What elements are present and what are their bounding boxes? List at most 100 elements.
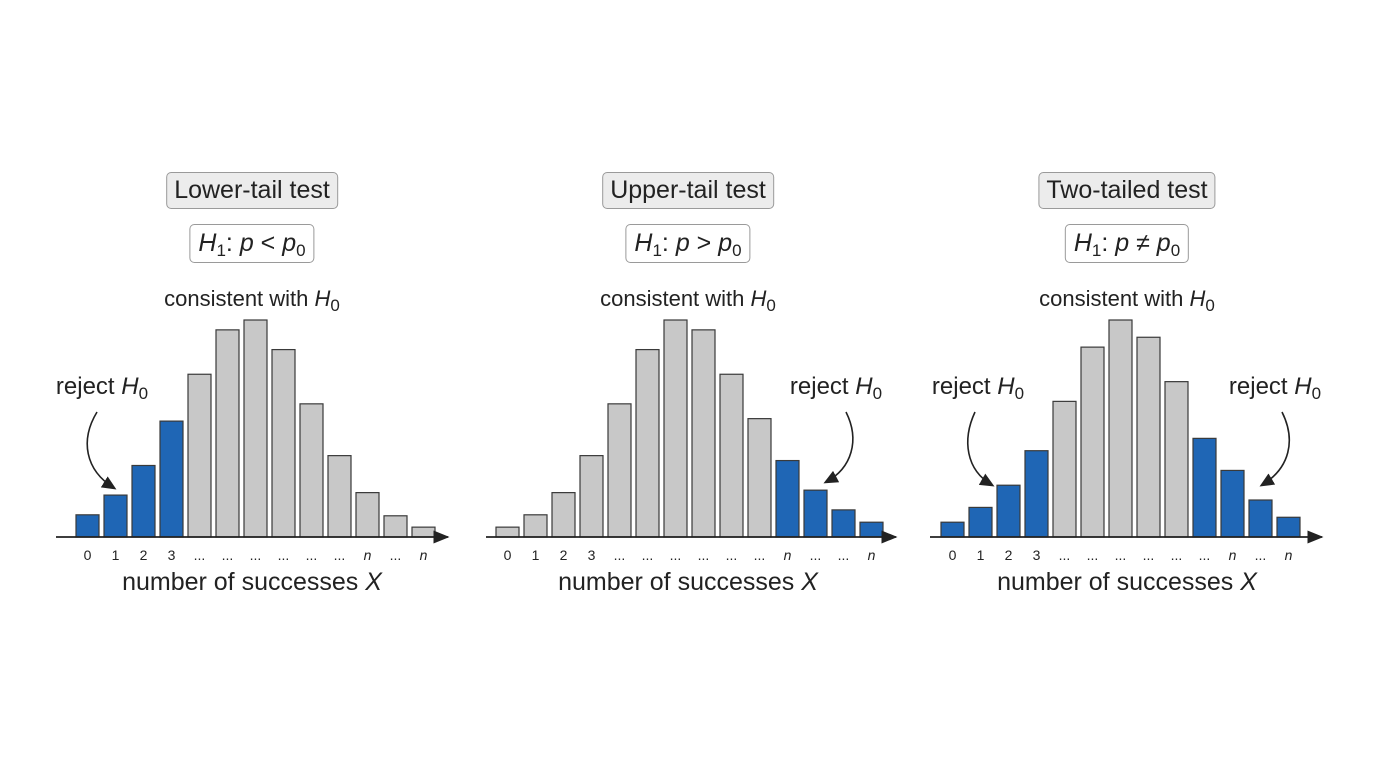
chart-title: Lower-tail test	[166, 172, 338, 209]
hyp-var: p	[239, 229, 254, 257]
annotation-sym: H	[1189, 286, 1206, 311]
tick-label: ...	[1171, 547, 1183, 563]
tick-label: ...	[726, 547, 738, 563]
xlabel-sym: X	[801, 568, 818, 596]
tick-label: ...	[334, 547, 346, 563]
annotation-text: consistent with	[600, 286, 745, 311]
hyp-var: p	[675, 229, 690, 257]
annotation-sub: 0	[1205, 296, 1215, 315]
tick-label: ...	[698, 547, 710, 563]
bar-reject	[831, 509, 856, 538]
hyp-rhs: p	[718, 229, 733, 257]
hyp-rhs-sub: 0	[296, 241, 306, 260]
bar-reject	[1192, 437, 1217, 538]
annotation-sym: H	[750, 286, 767, 311]
hyp-colon: :	[1101, 229, 1109, 257]
tick-label: ...	[194, 547, 206, 563]
annotation-sub: 0	[330, 296, 340, 315]
annotation-reject: reject H0	[790, 373, 882, 404]
chart-title: Two-tailed test	[1038, 172, 1216, 209]
tick-label: ...	[614, 547, 626, 563]
reject-sub: 0	[1014, 384, 1025, 403]
tick-label: n	[784, 547, 792, 563]
tick-label: ...	[642, 547, 654, 563]
bar-reject	[1220, 469, 1245, 538]
hyp-op: ≠	[1136, 229, 1150, 257]
hypothesis-box: H1: p ≠ p0	[1064, 224, 1190, 263]
bar-reject	[859, 521, 884, 538]
tick-label: ...	[1255, 547, 1267, 563]
hyp-rhs-sub: 0	[732, 241, 742, 260]
tick-label: ...	[278, 547, 290, 563]
hyp-op: >	[696, 229, 712, 257]
bar-accept	[635, 348, 660, 538]
bar-accept	[1108, 319, 1133, 538]
tick-label: ...	[1143, 547, 1155, 563]
bar-accept	[1052, 400, 1077, 538]
tick-label: ...	[390, 547, 402, 563]
bar-accept	[355, 492, 380, 538]
chart-title: Upper-tail test	[602, 172, 774, 209]
bar-accept	[187, 373, 212, 538]
tick-label: ...	[1199, 547, 1211, 563]
hyp-rhs: p	[282, 229, 297, 257]
bar-accept	[299, 403, 324, 538]
tick-label: 0	[949, 547, 957, 563]
tick-label: ...	[1059, 547, 1071, 563]
bar-reject	[103, 494, 128, 538]
tick-label: n	[1229, 547, 1237, 563]
bar-accept	[383, 515, 408, 538]
annotation-text: consistent with	[164, 286, 309, 311]
xlabel-sym: X	[365, 568, 382, 596]
annotation-sub: 0	[766, 296, 776, 315]
hyp-var: p	[1115, 229, 1130, 257]
reject-sub: 0	[138, 384, 149, 403]
annotation-consistent: consistent with H0	[164, 286, 340, 316]
annotation-sym: H	[314, 286, 331, 311]
tick-label: ...	[670, 547, 682, 563]
tick-label: ...	[1087, 547, 1099, 563]
x-axis-label: number of successes X	[997, 568, 1257, 597]
tick-label: n	[868, 547, 876, 563]
bar-reject	[803, 489, 828, 538]
tick-label: ...	[838, 547, 850, 563]
reject-text: reject	[55, 373, 115, 400]
hyp-op: <	[260, 229, 276, 257]
chart-2-group: 0 1 2 3.................. n... n	[930, 319, 1324, 563]
reject-pointer-arrow	[86, 411, 117, 490]
bar-accept	[495, 526, 520, 538]
x-axis-label: number of successes X	[122, 568, 382, 597]
hyp-colon: :	[661, 229, 669, 257]
reject-text: reject	[931, 373, 991, 400]
tick-label: n	[1285, 547, 1293, 563]
bar-reject	[159, 420, 184, 538]
tick-label: 1	[977, 547, 985, 563]
tick-label: ...	[754, 547, 766, 563]
tick-label: ...	[306, 547, 318, 563]
reject-text: reject	[1228, 373, 1288, 400]
bar-accept	[215, 329, 240, 538]
reject-sym: H	[121, 373, 139, 400]
bar-accept	[271, 348, 296, 538]
xlabel-text: number of successes	[122, 568, 359, 596]
bar-accept	[523, 514, 548, 538]
reject-sym: H	[855, 373, 873, 400]
hypothesis-box: H1: p < p0	[189, 224, 315, 263]
tick-label: 1	[112, 547, 120, 563]
tick-label: 0	[84, 547, 92, 563]
tick-label: 2	[1005, 547, 1013, 563]
bar-reject	[131, 464, 156, 538]
hyp-lhs: H	[1073, 229, 1092, 257]
bar-reject	[775, 459, 800, 538]
hyp-lhs-sub: 1	[652, 241, 662, 260]
hyp-lhs: H	[198, 229, 217, 257]
reject-pointer-arrow	[967, 411, 995, 487]
bar-accept	[607, 403, 632, 538]
tick-label: 2	[560, 547, 568, 563]
reject-pointer-arrow	[823, 411, 854, 484]
bar-accept	[579, 455, 604, 538]
bar-accept	[663, 319, 688, 538]
chart-1-group: 0 1 2 3.................. n...... n	[486, 319, 898, 563]
bar-accept	[719, 373, 744, 538]
